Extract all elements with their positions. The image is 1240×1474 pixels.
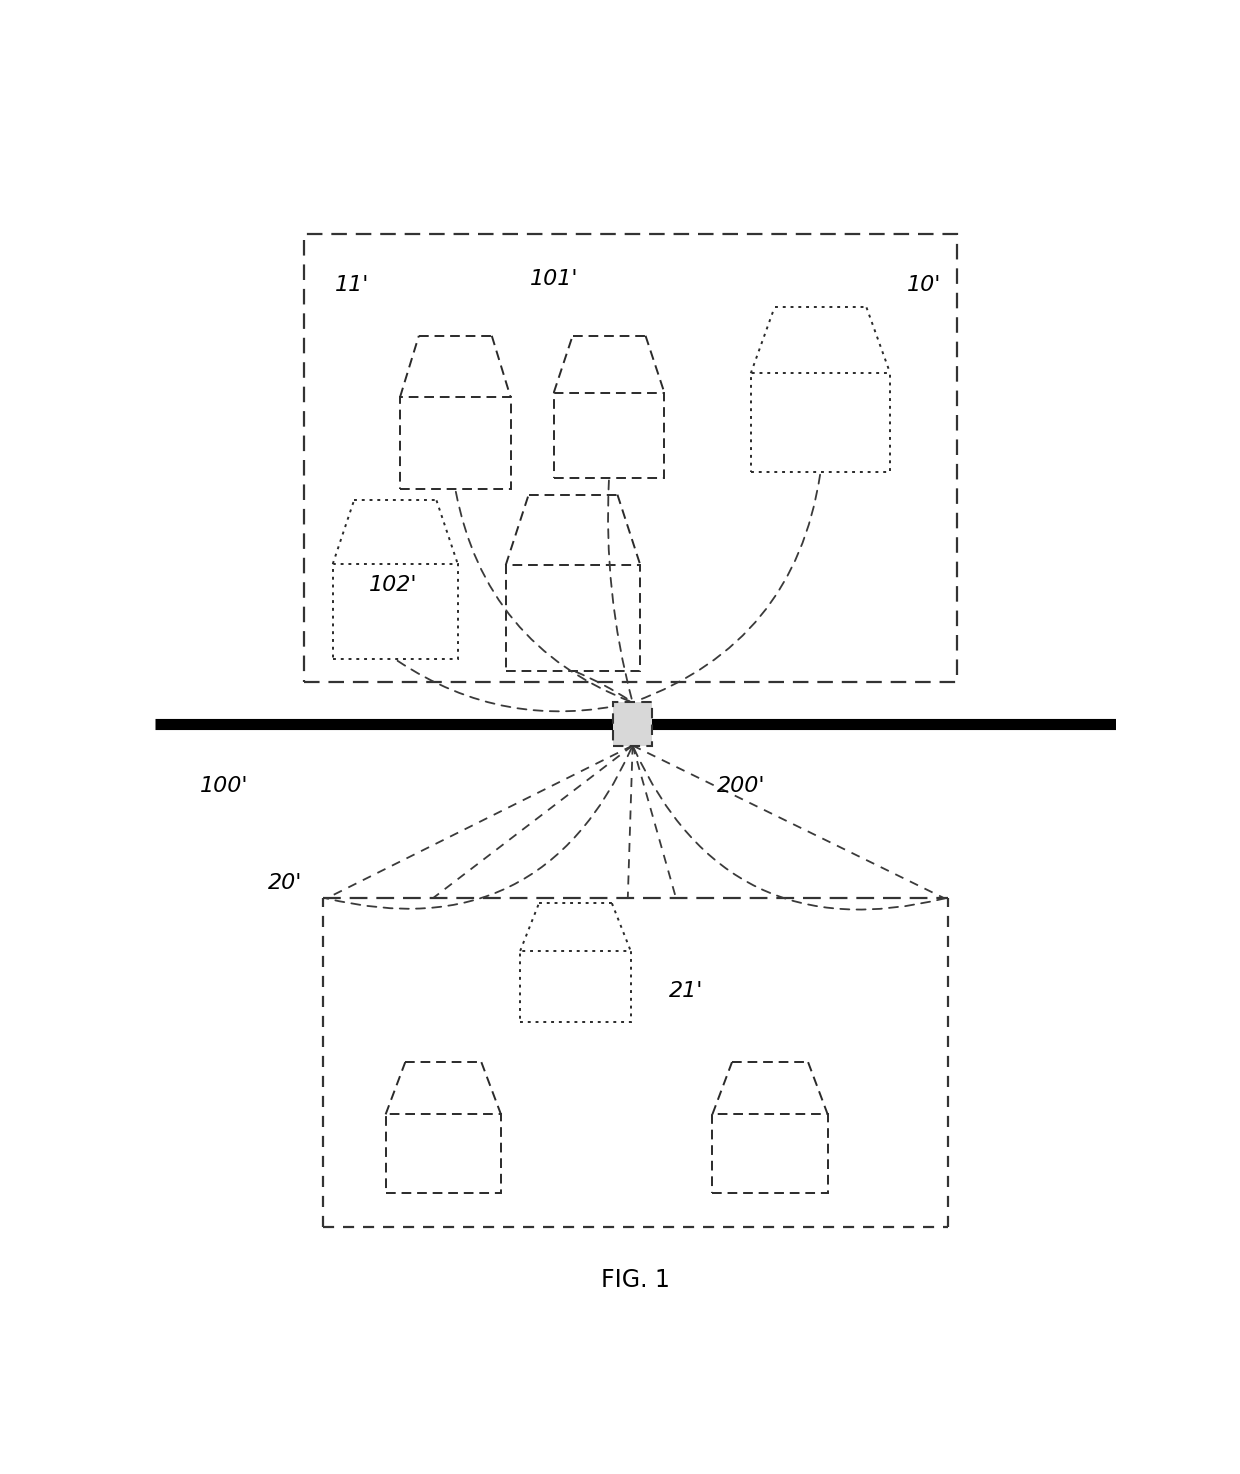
- FancyBboxPatch shape: [614, 703, 652, 746]
- Text: 21': 21': [670, 980, 703, 1001]
- FancyArrowPatch shape: [635, 475, 820, 702]
- FancyArrowPatch shape: [575, 672, 630, 700]
- Text: 10': 10': [906, 274, 941, 295]
- Text: 102': 102': [370, 575, 418, 595]
- Text: 11': 11': [335, 274, 370, 295]
- Text: 20': 20': [268, 873, 301, 893]
- FancyArrowPatch shape: [398, 660, 630, 712]
- Text: 100': 100': [200, 777, 248, 796]
- Text: FIG. 1: FIG. 1: [601, 1268, 670, 1293]
- Text: 200': 200': [717, 777, 765, 796]
- FancyArrowPatch shape: [608, 481, 632, 700]
- Text: 101': 101': [529, 270, 578, 289]
- FancyArrowPatch shape: [456, 492, 630, 702]
- FancyArrowPatch shape: [326, 747, 631, 909]
- FancyArrowPatch shape: [634, 747, 945, 909]
